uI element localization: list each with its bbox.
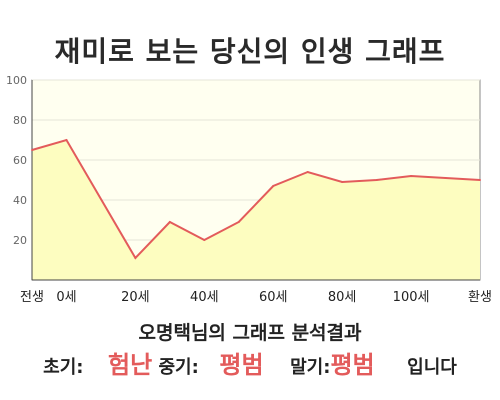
x-tick-label: 환생 xyxy=(468,290,492,305)
x-tick-label: 0세 xyxy=(56,290,76,305)
mid-label: 중기: xyxy=(158,357,199,378)
early-value: 험난 xyxy=(108,351,153,379)
result-suffix: 입니다 xyxy=(407,357,457,378)
area-fill xyxy=(32,140,480,280)
x-tick-label: 전생 xyxy=(20,290,44,305)
x-tick-label: 40세 xyxy=(190,290,219,305)
y-tick-label: 100 xyxy=(6,74,27,87)
y-tick-label: 60 xyxy=(13,154,27,167)
data-point xyxy=(341,181,344,183)
early-label: 초기: xyxy=(43,357,84,378)
data-point xyxy=(203,239,206,241)
late-value: 평범 xyxy=(330,351,375,379)
result-summary: 초기: 험난 중기: 평범 말기:평범 입니다 xyxy=(0,345,500,380)
data-point xyxy=(168,221,171,223)
x-tick-label: 60세 xyxy=(259,290,288,305)
chart-title: 재미로 보는 당신의 인생 그래프 xyxy=(54,35,446,68)
mid-value: 평범 xyxy=(219,351,264,379)
result-heading: 오명택님의 그래프 분석결과 xyxy=(138,322,362,344)
data-point xyxy=(237,221,240,223)
late-label: 말기: xyxy=(290,357,331,378)
data-point xyxy=(375,179,378,181)
data-point xyxy=(444,177,447,179)
data-point xyxy=(410,175,413,177)
data-point xyxy=(306,171,309,173)
data-point xyxy=(134,257,137,259)
x-tick-label: 80세 xyxy=(328,290,357,305)
x-tick-label: 100세 xyxy=(393,290,430,305)
data-point xyxy=(479,179,481,181)
x-tick-label: 20세 xyxy=(121,290,150,305)
y-tick-label: 20 xyxy=(13,234,27,247)
life-graph-chart: 20 40 60 80 100 전생 0세 20세 40세 60세 80세 100세 환생 xyxy=(6,74,492,305)
y-tick-label: 80 xyxy=(13,114,27,127)
data-point xyxy=(272,185,275,187)
data-point xyxy=(31,149,33,151)
y-tick-label: 40 xyxy=(13,194,27,207)
data-point xyxy=(65,139,68,141)
